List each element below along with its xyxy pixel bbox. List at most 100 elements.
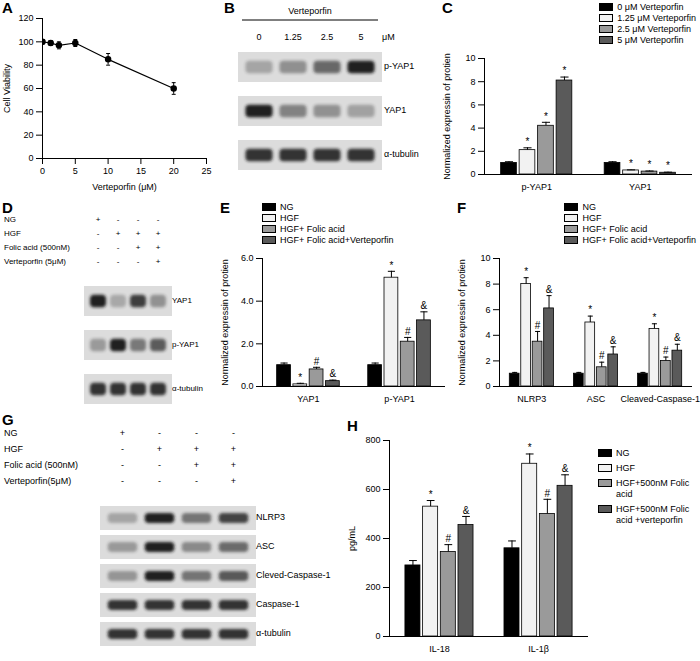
svg-text:IL-1β: IL-1β — [528, 644, 549, 654]
svg-text:&: & — [421, 300, 428, 311]
svg-text:#: # — [535, 320, 541, 331]
svg-text:Folic acid (500nM): Folic acid (500nM) — [4, 243, 70, 252]
svg-text:400: 400 — [365, 533, 380, 543]
svg-text:+: + — [231, 476, 236, 486]
svg-text:&: & — [562, 463, 569, 474]
svg-text:α-tubulin: α-tubulin — [172, 384, 203, 393]
svg-text:60: 60 — [23, 83, 33, 93]
svg-text:-: - — [97, 243, 100, 252]
svg-text:pg/mL: pg/mL — [347, 526, 357, 551]
svg-text:-: - — [121, 444, 124, 454]
svg-text:*: * — [588, 304, 592, 315]
svg-text:Normalized expressin of protie: Normalized expressin of protien — [457, 259, 467, 386]
svg-text:*: * — [524, 266, 528, 277]
svg-text:&: & — [463, 505, 470, 516]
svg-text:0: 0 — [485, 381, 490, 391]
svg-text:μM: μM — [382, 32, 395, 42]
svg-text:&: & — [330, 368, 337, 379]
svg-text:-: - — [158, 476, 161, 486]
svg-text:0: 0 — [256, 32, 261, 42]
svg-text:0.0: 0.0 — [241, 381, 254, 391]
svg-text:Normalized expressin of protie: Normalized expressin of protien — [442, 53, 452, 180]
svg-text:+: + — [157, 444, 162, 454]
svg-text:*: * — [544, 111, 548, 122]
svg-text:#: # — [545, 488, 551, 499]
svg-text:0: 0 — [375, 631, 380, 641]
svg-text:0: 0 — [28, 153, 33, 163]
svg-text:α-tubulin: α-tubulin — [384, 149, 419, 159]
svg-text:6: 6 — [485, 305, 490, 315]
svg-text:-: - — [117, 243, 120, 252]
svg-text:NG: NG — [4, 215, 16, 224]
svg-text:8: 8 — [470, 77, 475, 87]
svg-text:-: - — [157, 215, 160, 224]
svg-text:HGF: HGF — [4, 229, 21, 238]
svg-text:*: * — [629, 158, 633, 169]
svg-text:Normalized expressin of protie: Normalized expressin of protien — [220, 259, 230, 386]
svg-text:*: * — [528, 442, 532, 453]
svg-text:-: - — [117, 215, 120, 224]
svg-text:2.0: 2.0 — [241, 339, 254, 349]
svg-text:#: # — [314, 356, 320, 367]
svg-text:1.25: 1.25 — [284, 32, 302, 42]
svg-text:-: - — [97, 257, 100, 266]
svg-text:*: * — [389, 260, 393, 271]
svg-text:+: + — [136, 229, 141, 238]
svg-text:NG: NG — [4, 428, 18, 438]
svg-text:#: # — [405, 326, 411, 337]
svg-text:0: 0 — [470, 169, 475, 179]
svg-text:-: - — [195, 476, 198, 486]
svg-text:*: * — [666, 160, 670, 171]
svg-text:80: 80 — [23, 60, 33, 70]
svg-text:YAP1: YAP1 — [629, 182, 651, 192]
svg-text:8: 8 — [485, 279, 490, 289]
svg-text:15: 15 — [136, 166, 146, 176]
svg-text:&: & — [610, 335, 617, 346]
svg-text:+: + — [116, 229, 121, 238]
svg-text:&: & — [674, 332, 681, 343]
svg-text:-: - — [137, 257, 140, 266]
svg-text:4.0: 4.0 — [241, 296, 254, 306]
svg-text:Cell Viability: Cell Viability — [2, 64, 12, 113]
svg-text:0: 0 — [40, 166, 45, 176]
svg-text:+: + — [136, 243, 141, 252]
svg-text:p-YAP1: p-YAP1 — [384, 61, 414, 71]
svg-text:+: + — [96, 215, 101, 224]
svg-text:6.0: 6.0 — [241, 253, 254, 263]
svg-text:YAP1: YAP1 — [297, 394, 319, 404]
svg-text:2: 2 — [470, 146, 475, 156]
svg-text:Caspase-1: Caspase-1 — [256, 599, 300, 609]
svg-text:#: # — [446, 533, 452, 544]
svg-text:-: - — [121, 476, 124, 486]
svg-text:+: + — [156, 229, 161, 238]
svg-text:25: 25 — [201, 166, 211, 176]
svg-text:&: & — [546, 284, 553, 295]
svg-text:p-YAP1: p-YAP1 — [172, 340, 200, 349]
svg-text:*: * — [429, 489, 433, 500]
svg-text:Verteporfin (5μM): Verteporfin (5μM) — [4, 257, 66, 266]
svg-text:200: 200 — [365, 582, 380, 592]
svg-text:+: + — [194, 460, 199, 470]
svg-text:-: - — [158, 428, 161, 438]
svg-text:20: 20 — [23, 130, 33, 140]
svg-text:IL-18: IL-18 — [429, 644, 450, 654]
svg-text:+: + — [231, 444, 236, 454]
svg-text:Verteporfin: Verteporfin — [288, 6, 332, 16]
svg-text:10: 10 — [103, 166, 113, 176]
svg-text:+: + — [231, 460, 236, 470]
svg-text:120: 120 — [18, 13, 33, 23]
svg-text:-: - — [158, 460, 161, 470]
svg-text:Cleaved-Caspase-1: Cleaved-Caspase-1 — [620, 394, 700, 404]
svg-text:YAP1: YAP1 — [384, 105, 406, 115]
svg-text:+: + — [120, 428, 125, 438]
svg-text:4: 4 — [470, 123, 475, 133]
svg-text:+: + — [194, 444, 199, 454]
svg-text:*: * — [652, 312, 656, 323]
svg-text:-: - — [121, 460, 124, 470]
svg-text:-: - — [232, 428, 235, 438]
svg-text:100: 100 — [18, 37, 33, 47]
svg-text:NLRP3: NLRP3 — [256, 512, 285, 522]
svg-text:-: - — [117, 257, 120, 266]
svg-text:ASC: ASC — [256, 541, 275, 551]
svg-text:p-YAP1: p-YAP1 — [384, 394, 414, 404]
